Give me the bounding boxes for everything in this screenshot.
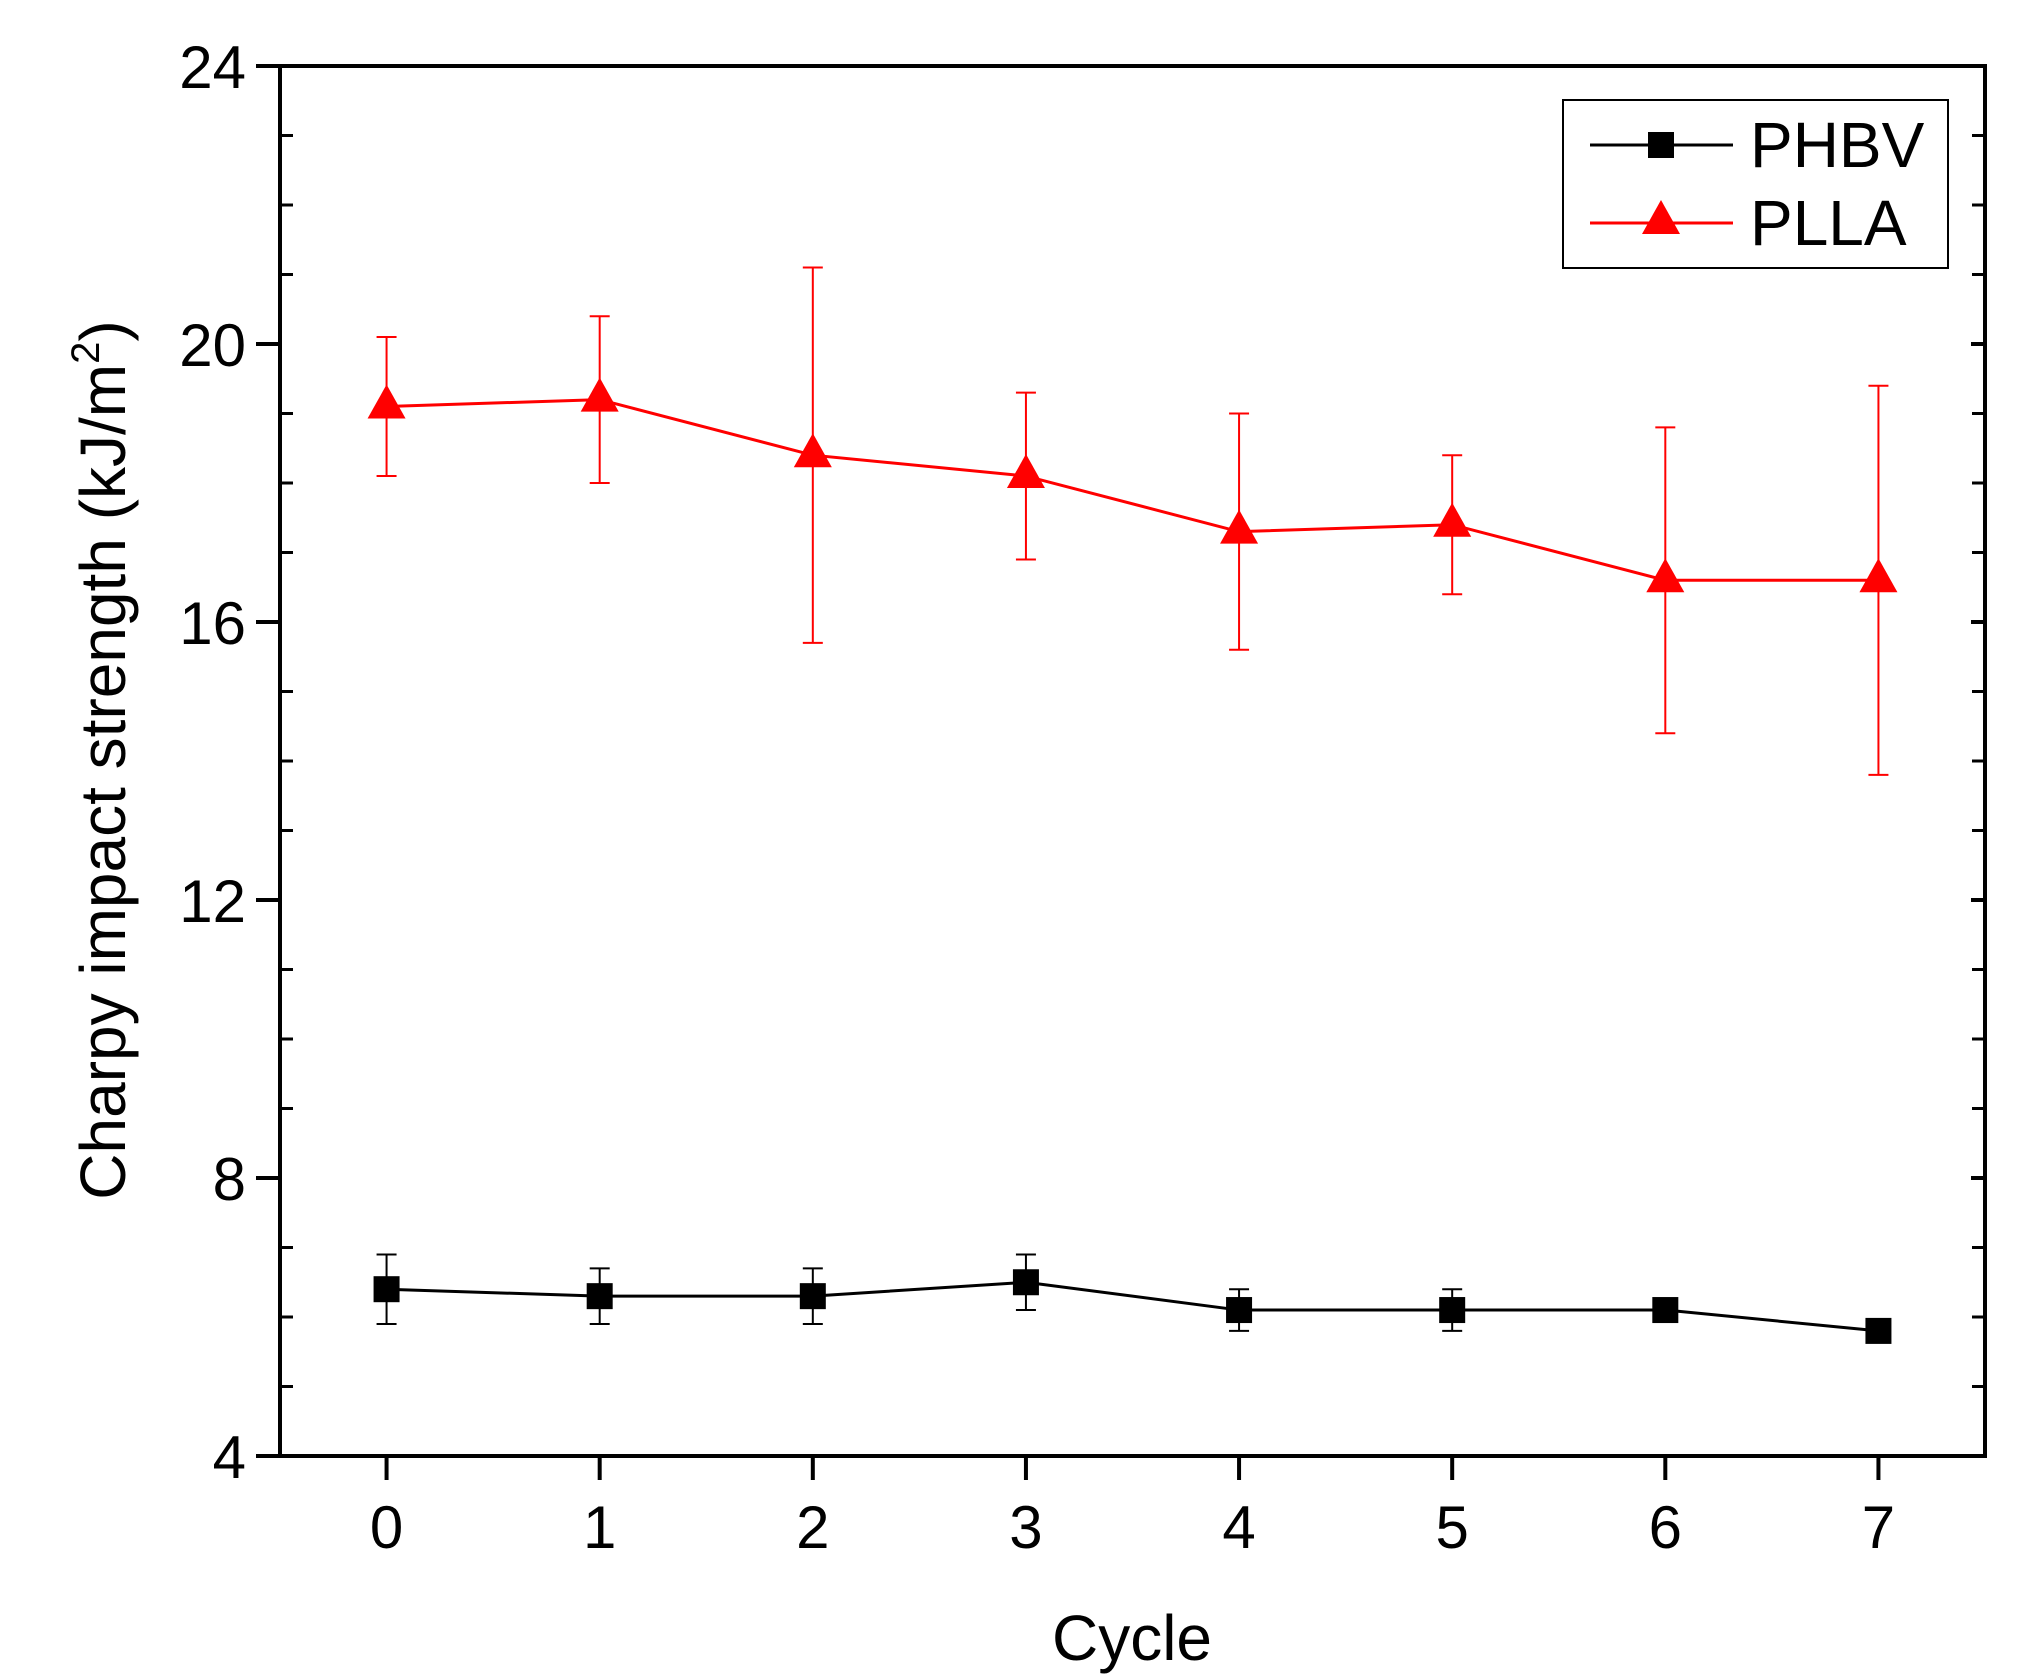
series-line (386, 398, 1879, 582)
y-tick-label: 4 (213, 1424, 246, 1491)
y-tick-label: 16 (179, 590, 246, 657)
data-point (1646, 558, 1685, 593)
x-tick-label: 3 (1009, 1494, 1042, 1561)
data-point (373, 1276, 400, 1303)
series-plla (367, 266, 1898, 776)
data-point (367, 384, 406, 419)
data-point (1012, 1269, 1039, 1296)
x-tick-label: 5 (1436, 1494, 1469, 1561)
data-point (1226, 1297, 1253, 1324)
x-tick-label: 0 (370, 1494, 403, 1561)
plot-frame (278, 64, 1987, 1458)
data-point (1652, 1297, 1679, 1324)
data-point (1865, 1317, 1892, 1344)
data-point (580, 377, 619, 412)
y-tick-label: 8 (213, 1146, 246, 1213)
legend-marker-plla (1642, 200, 1680, 234)
x-tick-label: 4 (1222, 1494, 1255, 1561)
x-tick-label: 7 (1862, 1494, 1895, 1561)
data-point (586, 1283, 613, 1310)
legend: PHBV PLLA (1562, 99, 1949, 269)
legend-marker-phbv (1648, 132, 1674, 158)
series (367, 266, 1898, 1344)
x-axis-label: Cycle (1052, 1602, 1212, 1674)
legend-label-plla: PLLA (1750, 187, 1907, 259)
y-tick-label: 24 (179, 34, 246, 101)
data-point (1220, 509, 1259, 544)
legend-label-phbv: PHBV (1750, 109, 1925, 181)
series-line (386, 1280, 1879, 1333)
y-tick-label: 20 (179, 312, 246, 379)
x-tick-label: 1 (583, 1494, 616, 1561)
data-point (793, 433, 832, 468)
data-point (1006, 454, 1045, 489)
y-tick-label: 12 (179, 868, 246, 935)
x-tick-label: 2 (796, 1494, 829, 1561)
series-phbv (373, 1253, 1892, 1344)
data-point (1439, 1297, 1466, 1324)
data-point (799, 1283, 826, 1310)
data-point (1433, 502, 1472, 537)
y-axis-label: Charpy impact strength (kJ/m2) (64, 320, 139, 1199)
x-tick-label: 6 (1649, 1494, 1682, 1561)
data-point (1859, 558, 1898, 593)
legend-box (1562, 99, 1949, 269)
